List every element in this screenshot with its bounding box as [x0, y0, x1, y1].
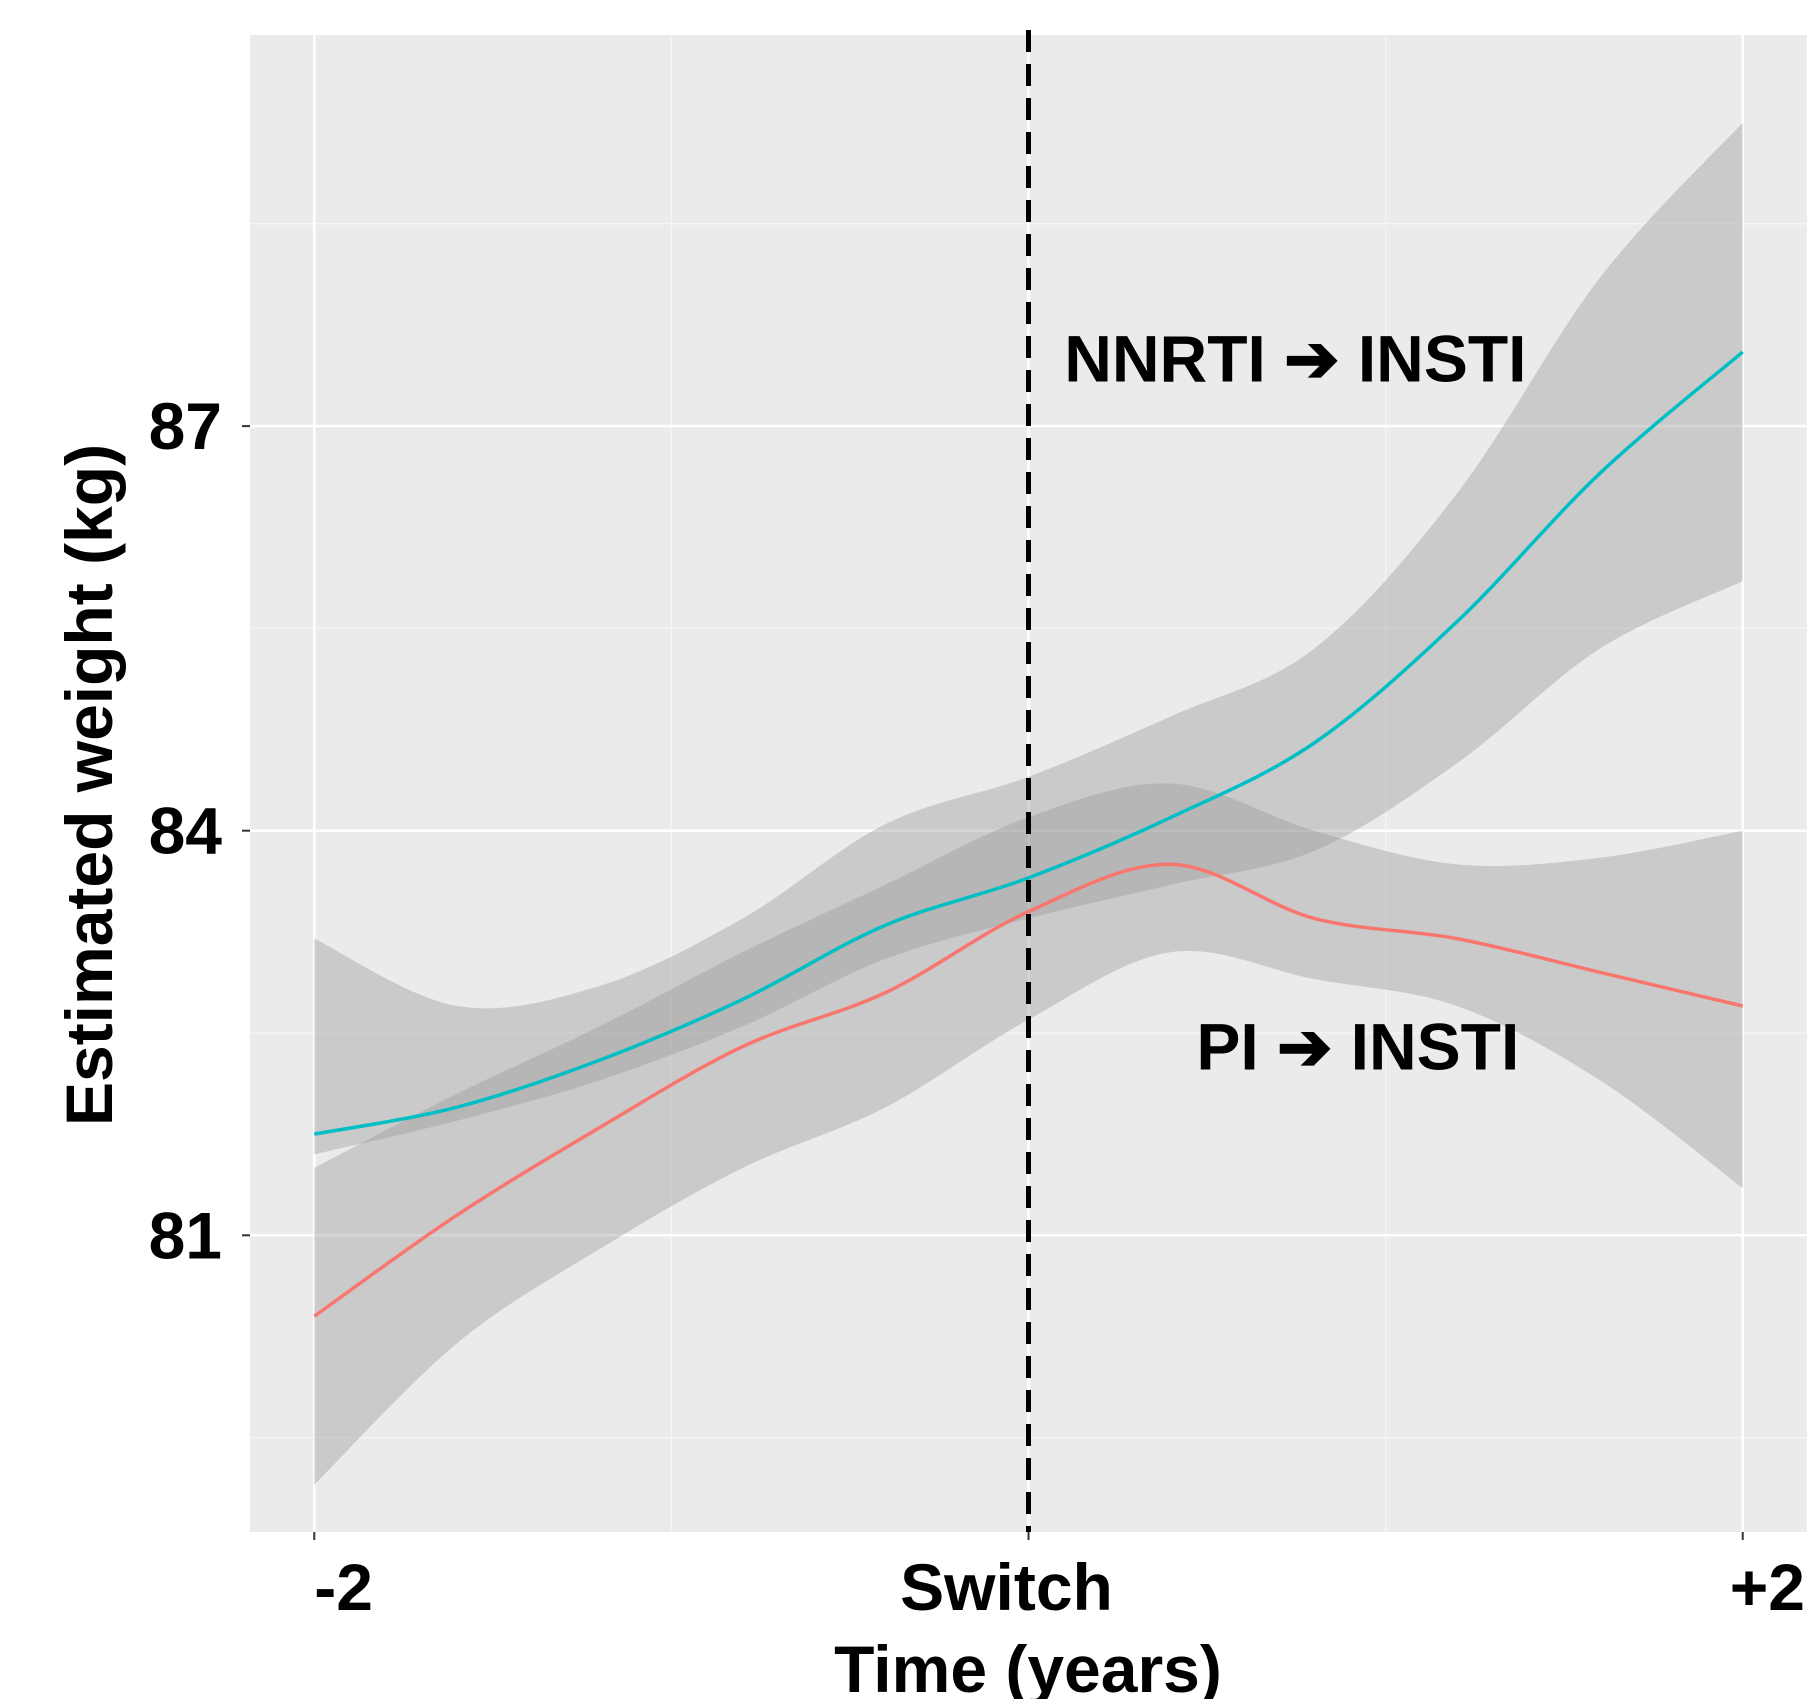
- y-tick-label: 87: [149, 389, 222, 463]
- series-lines: [313, 350, 1744, 1318]
- series-line-1: [313, 862, 1744, 1318]
- x-tick-label: Switch: [900, 1550, 1113, 1624]
- x-tick-label: -2: [314, 1550, 373, 1624]
- y-axis-title: Estimated weight (kg): [52, 444, 126, 1126]
- annotations: NNRTI ➔ INSTI PI ➔ INSTI: [1064, 322, 1526, 1084]
- ci-ribbon-1: [314, 783, 1743, 1485]
- y-tick-labels: 81 84 87: [149, 389, 223, 1272]
- annotation-label-1: PI ➔ INSTI: [1196, 1009, 1519, 1083]
- x-tick-label: +2: [1730, 1550, 1805, 1624]
- ci-ribbon-0: [314, 122, 1743, 1155]
- x-tick-labels: -2 Switch +2: [314, 1550, 1805, 1624]
- annotation-label-0: NNRTI ➔ INSTI: [1064, 322, 1526, 396]
- confidence-ribbons: [314, 122, 1743, 1485]
- y-tick-label: 81: [149, 1198, 222, 1272]
- axis-ticks: [242, 425, 1744, 1540]
- x-axis-title: Time (years): [834, 1632, 1222, 1699]
- y-tick-label: 84: [149, 794, 223, 868]
- series-line-0: [313, 350, 1744, 1136]
